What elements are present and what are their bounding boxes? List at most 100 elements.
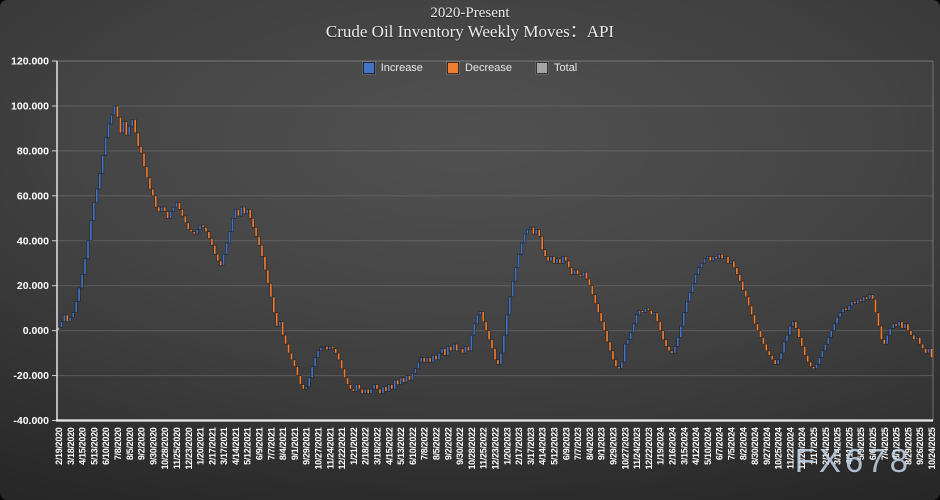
y-tick-label: 0.000 <box>23 325 49 337</box>
bar <box>652 312 656 316</box>
x-tick-label: 1/21/2022 <box>349 427 359 465</box>
x-tick-label: 4/15/2022 <box>384 427 394 465</box>
bar <box>517 253 521 269</box>
x-tick-label: 8/29/2025 <box>903 427 913 465</box>
x-tick-label: 4/11/2025 <box>844 427 854 464</box>
bar <box>573 269 577 275</box>
bar <box>360 388 364 394</box>
bar <box>526 229 529 235</box>
bar <box>257 235 261 246</box>
bar <box>121 121 125 134</box>
bar <box>685 301 689 313</box>
bar <box>127 125 131 136</box>
bar <box>157 206 161 212</box>
bar <box>154 195 158 208</box>
bar <box>139 146 143 154</box>
bar <box>325 346 329 351</box>
bar <box>86 240 90 260</box>
x-tick-label: 1/20/2021 <box>196 427 206 465</box>
bar <box>528 226 532 230</box>
bar <box>912 334 916 340</box>
bar <box>930 348 933 358</box>
bar <box>124 121 128 136</box>
x-tick-label: 12/23/2020 <box>184 427 194 469</box>
x-tick-label: 12/22/2023 <box>644 427 654 469</box>
bar <box>670 350 674 354</box>
x-tick-label: 8/30/2024 <box>750 427 760 465</box>
x-tick-label: 8/4/2023 <box>585 427 595 460</box>
bar <box>290 352 293 361</box>
bar <box>708 256 712 262</box>
bar <box>440 348 444 354</box>
x-tick-label: 10/27/2021 <box>314 427 324 469</box>
bar <box>467 346 470 352</box>
bar <box>446 346 450 356</box>
bar <box>927 348 930 354</box>
bar <box>304 386 308 390</box>
bar <box>425 357 429 363</box>
bar <box>92 202 96 221</box>
bar <box>234 208 237 219</box>
bar <box>850 301 854 307</box>
bar <box>888 328 892 336</box>
bar <box>481 311 485 322</box>
bar <box>210 238 214 246</box>
bar <box>301 384 305 390</box>
bar <box>643 307 647 313</box>
bar <box>372 384 376 390</box>
bar <box>853 301 857 304</box>
x-tick-label: 3/18/2020 <box>66 427 76 465</box>
bar <box>868 294 872 300</box>
bar <box>275 312 279 327</box>
bar <box>838 312 842 318</box>
bar <box>871 294 874 300</box>
bar <box>632 323 636 334</box>
bar <box>753 314 756 325</box>
y-tick-label: 20.000 <box>17 280 49 292</box>
x-tick-label: 3/18/2022 <box>373 427 383 465</box>
bar <box>803 346 807 356</box>
bar <box>906 323 910 331</box>
bar <box>402 377 405 383</box>
bar <box>487 330 491 340</box>
x-tick-label: 10/28/2022 <box>467 427 477 469</box>
bar <box>520 242 523 255</box>
bar <box>110 114 113 125</box>
bar <box>183 215 187 224</box>
bar <box>735 267 739 275</box>
bar <box>711 256 715 262</box>
bar <box>328 346 332 351</box>
legend-label-total: Total <box>554 62 578 74</box>
bar <box>761 337 765 345</box>
bar <box>113 105 116 116</box>
bar <box>561 256 565 264</box>
x-tick-label: 3/14/2025 <box>833 427 843 465</box>
x-tick-label: 2/19/2020 <box>54 427 64 465</box>
x-tick-label: 3/17/2023 <box>526 427 536 465</box>
bar <box>490 339 494 349</box>
bar <box>310 366 314 379</box>
bar <box>278 321 282 327</box>
bar <box>593 294 597 304</box>
bar <box>71 312 75 318</box>
bar <box>641 310 644 313</box>
x-tick-label: 3/17/2021 <box>219 427 229 465</box>
bar <box>655 312 659 322</box>
bar <box>806 355 810 363</box>
x-tick-label: 9/30/2020 <box>148 427 158 465</box>
bar <box>894 323 898 327</box>
bar <box>493 348 497 361</box>
bar <box>431 355 435 363</box>
x-tick-label: 2/17/2021 <box>207 427 217 465</box>
chart-title: 2020-Present Crude Oil Inventory Weekly … <box>0 5 940 41</box>
x-tick-label: 2/18/2022 <box>361 427 371 465</box>
bar <box>269 283 273 298</box>
bar <box>219 260 223 266</box>
bar <box>531 226 535 235</box>
bar <box>357 384 361 390</box>
bar <box>582 271 585 277</box>
bar <box>511 280 515 298</box>
bar <box>198 224 202 230</box>
legend-item-increase: Increase <box>362 62 423 74</box>
x-tick-label: 9/1/2023 <box>597 427 607 460</box>
